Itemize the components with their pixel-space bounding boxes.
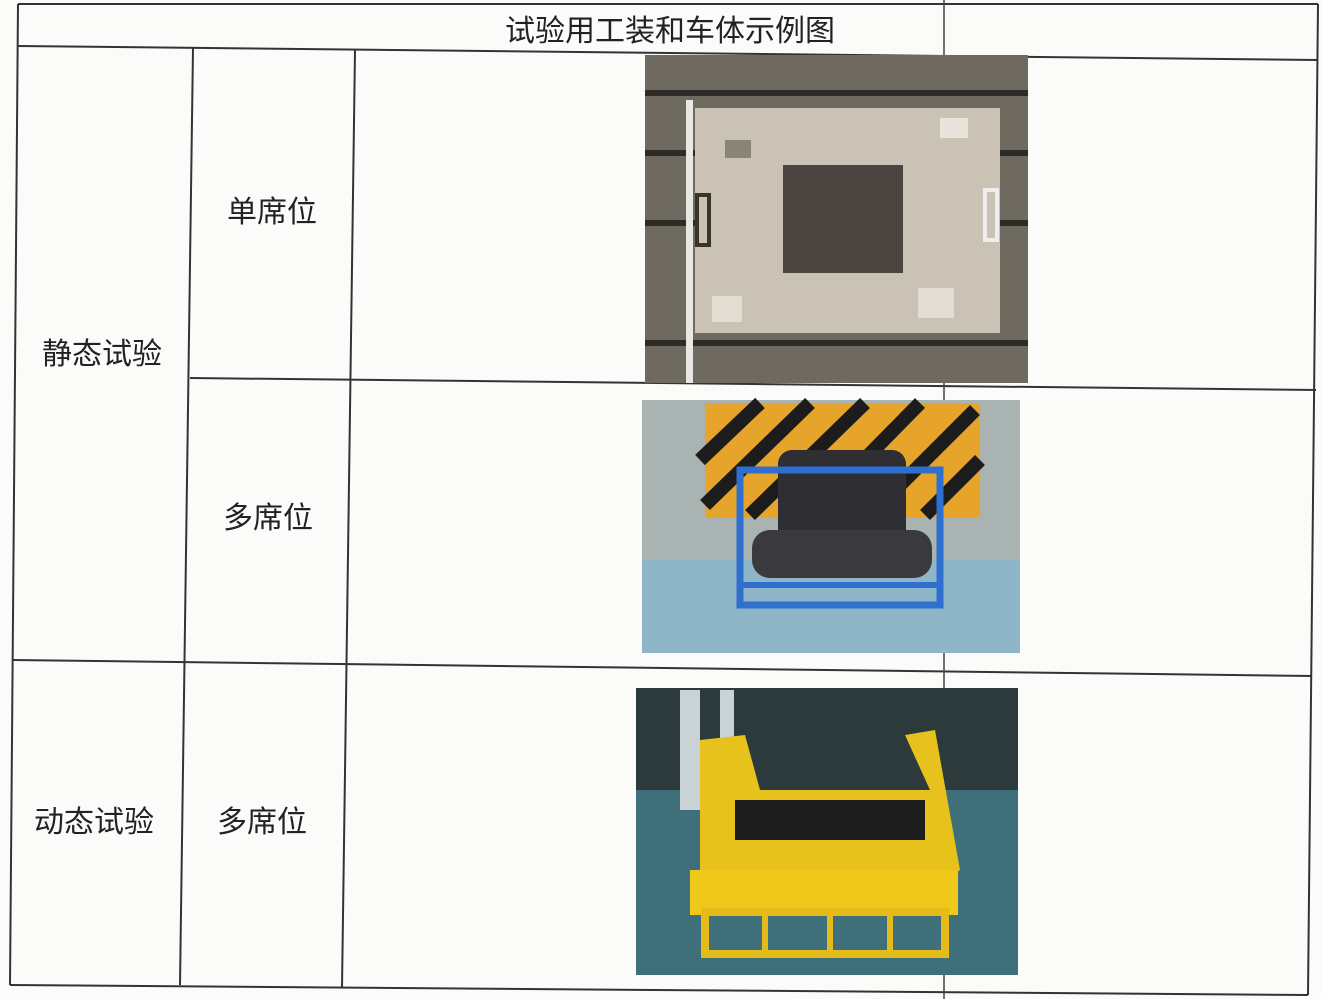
rule <box>9 3 19 986</box>
rule <box>189 377 1317 391</box>
row-label: 单席位 <box>227 195 317 230</box>
rule <box>11 659 1313 677</box>
photo-single-seat-fixture <box>645 55 1028 383</box>
photo-multi-seat-static <box>642 397 1020 653</box>
rule <box>17 45 1319 61</box>
row-label: 多席位 <box>217 805 307 840</box>
row-label: 多席位 <box>223 501 313 536</box>
table-title: 试验用工装和车体示例图 <box>505 14 835 49</box>
rule <box>1307 3 1319 996</box>
rule <box>341 49 356 989</box>
photo-multi-seat-dynamic <box>636 688 1018 975</box>
rule <box>9 984 1309 996</box>
rule <box>179 47 194 986</box>
group-label: 静态试验 <box>42 337 162 372</box>
group-label: 动态试验 <box>34 805 154 840</box>
